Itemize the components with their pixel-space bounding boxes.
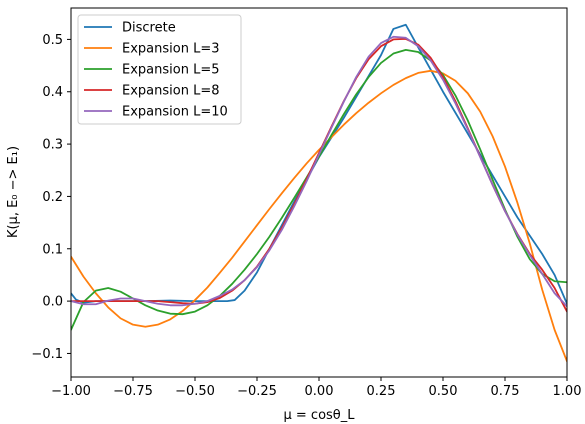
legend-label: Expansion L=5 [122,63,219,78]
legend-label: Expansion L=10 [122,105,228,120]
y-axis: −0.1 0.0 0.1 0.2 0.3 0.4 0.5 [31,33,71,362]
series-line-5 [71,35,567,308]
x-tick-label: 1.00 [553,384,582,399]
y-tick-label: −0.1 [31,347,63,362]
y-tick-label: 0.2 [42,190,63,205]
series-line-2 [71,69,567,363]
legend-label: Expansion L=3 [122,42,219,57]
x-tick-label: 0.25 [367,384,396,399]
y-axis-label: K(μ, E₀ −> E₁) [6,146,21,238]
y-tick-label: 0.3 [42,138,63,153]
x-tick-label: −0.75 [113,384,153,399]
x-tick-label: −0.50 [175,384,215,399]
x-tick-label: 0.75 [491,384,520,399]
legend-label: Expansion L=8 [122,84,219,99]
x-tick-label: 0.00 [305,384,334,399]
y-tick-label: 0.4 [42,85,63,100]
y-tick-label: 0.5 [42,33,63,48]
x-tick-label: −1.00 [51,384,91,399]
legend-box [77,14,242,125]
y-tick-label: 0.0 [42,295,63,310]
x-axis: −1.00 −0.75 −0.50 −0.25 0.00 0.25 0.50 0.75 1.00 [51,377,581,399]
series-layer [71,23,567,363]
legend: Discrete Expansion L=3 Expansion L=5 Expans… [77,14,242,125]
x-axis-label: μ = cosθ_L [284,408,356,423]
y-tick-label: 0.1 [42,242,63,257]
legend-label: Discrete [122,21,176,36]
x-tick-label: 0.50 [429,384,458,399]
x-tick-label: −0.25 [237,384,277,399]
